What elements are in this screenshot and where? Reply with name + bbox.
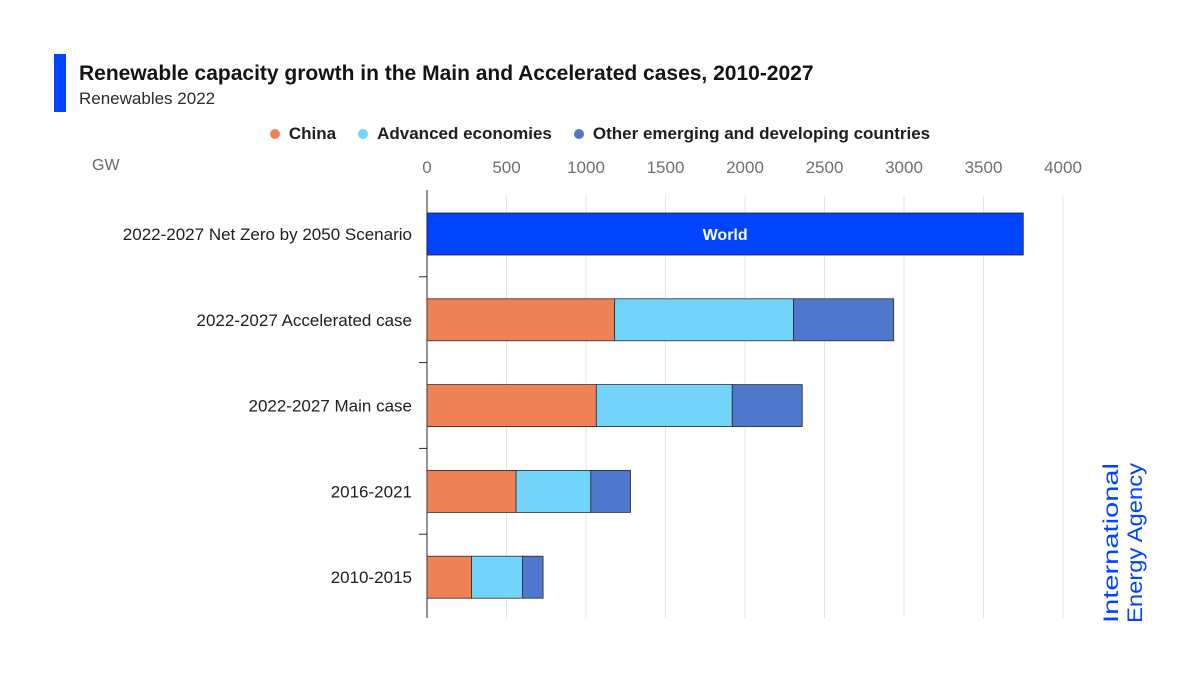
x-tick-label-2000: 2000 xyxy=(726,158,764,177)
category-label-1: 2022-2027 Accelerated case xyxy=(197,311,413,330)
svg-text:International: International xyxy=(1100,463,1123,623)
bar-2-series-2 xyxy=(731,384,803,428)
legend-swatch-advanced-economies xyxy=(358,129,369,139)
legend: China Advanced economies Other emerging … xyxy=(0,124,1200,144)
bar-3-series-1 xyxy=(515,469,592,513)
bar-3-series-0 xyxy=(426,469,517,513)
category-label-3: 2016-2021 xyxy=(331,482,412,501)
legend-item-china: China xyxy=(269,124,337,144)
legend-swatch-china xyxy=(269,129,280,139)
x-tick-label-2500: 2500 xyxy=(806,158,844,177)
legend-label-advanced-economies: Advanced economies xyxy=(377,124,552,143)
title-accent-bar xyxy=(54,54,66,112)
legend-item-advanced-economies: Advanced economies xyxy=(358,124,552,144)
bar-4-series-0 xyxy=(426,555,472,599)
x-tick-label-4000: 4000 xyxy=(1044,158,1082,177)
legend-label-other-emerging: Other emerging and developing countries xyxy=(592,124,931,143)
svg-text:Energy Agency: Energy Agency xyxy=(1124,462,1147,623)
x-tick-label-500: 500 xyxy=(492,158,520,177)
legend-swatch-other-emerging xyxy=(573,129,584,139)
x-tick-label-3000: 3000 xyxy=(885,158,923,177)
chart-title: Renewable capacity growth in the Main an… xyxy=(79,62,814,85)
bar-2-series-0 xyxy=(426,384,597,428)
x-tick-label-3500: 3500 xyxy=(965,158,1003,177)
x-tick-label-0: 0 xyxy=(422,158,431,177)
bar-label-world: World xyxy=(703,227,748,244)
category-label-0: 2022-2027 Net Zero by 2050 Scenario xyxy=(123,225,412,244)
bar-1-series-2 xyxy=(793,298,895,342)
chart-subtitle: Renewables 2022 xyxy=(79,89,216,108)
unit-label: GW xyxy=(92,157,120,174)
x-tick-label-1000: 1000 xyxy=(567,158,605,177)
bar-world xyxy=(426,212,1024,256)
bar-1-series-0 xyxy=(426,298,616,342)
bar-2-series-1 xyxy=(595,384,733,428)
category-label-4: 2010-2015 xyxy=(331,568,412,587)
iea-logo: International Energy Agency xyxy=(1100,462,1147,623)
bar-3-series-2 xyxy=(590,469,631,513)
x-tick-label-1500: 1500 xyxy=(647,158,685,177)
legend-item-other-emerging: Other emerging and developing countries xyxy=(573,124,931,144)
bar-4-series-2 xyxy=(522,555,544,599)
bar-4-series-1 xyxy=(471,555,523,599)
bar-1-series-1 xyxy=(614,298,794,342)
legend-label-china: China xyxy=(288,124,337,143)
category-label-2: 2022-2027 Main case xyxy=(248,397,412,416)
